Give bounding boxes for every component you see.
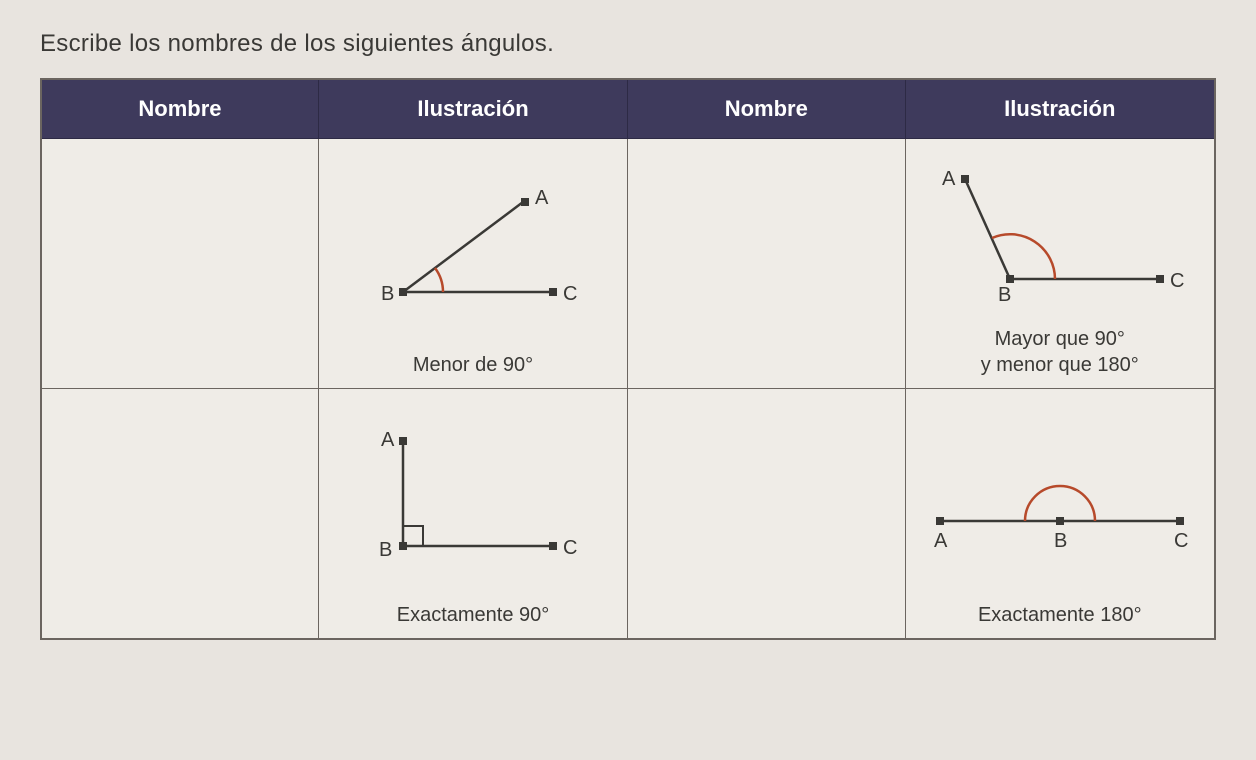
caption-obtuse: Mayor que 90° y menor que 180°	[981, 326, 1139, 378]
angles-table: Nombre Ilustración Nombre Ilustración	[40, 78, 1216, 640]
illus-cell-right: A B C Exactamente 90°	[318, 389, 627, 639]
point-label-A: A	[934, 530, 948, 552]
instruction-text: Escribe los nombres de los siguientes án…	[40, 30, 1216, 58]
caption-right: Exactamente 90°	[397, 602, 550, 628]
point-label-B: B	[379, 539, 392, 561]
table-row: A B C Exactamente 90°	[41, 389, 1215, 639]
table-row: A B C Menor de 90°	[41, 139, 1215, 389]
caption-acute: Menor de 90°	[413, 352, 533, 378]
right-angle-diagram: A B C	[363, 416, 583, 576]
point-label-C: C	[1174, 530, 1188, 552]
header-illus-1: Ilustración	[318, 79, 627, 139]
illus-cell-acute: A B C Menor de 90°	[318, 139, 627, 389]
name-cell-obtuse[interactable]	[628, 139, 905, 389]
point-label-C: C	[563, 537, 577, 559]
point-label-B: B	[381, 283, 394, 305]
caption-obtuse-line2: y menor que 180°	[981, 354, 1139, 376]
caption-straight: Exactamente 180°	[978, 602, 1142, 628]
illus-cell-obtuse: A B C Mayor que 90° y menor que 180°	[905, 139, 1215, 389]
point-label-C: C	[563, 283, 577, 305]
obtuse-angle-diagram: A B C	[930, 159, 1190, 309]
illus-cell-straight: A B C Exactamente 180°	[905, 389, 1215, 639]
name-cell-straight[interactable]	[628, 389, 905, 639]
header-illus-2: Ilustración	[905, 79, 1215, 139]
header-name-2: Nombre	[628, 79, 905, 139]
point-label-B: B	[998, 284, 1011, 306]
name-cell-acute[interactable]	[41, 139, 318, 389]
point-label-A: A	[942, 168, 956, 190]
header-name-1: Nombre	[41, 79, 318, 139]
point-label-A: A	[535, 187, 549, 209]
straight-angle-diagram: A B C	[920, 421, 1200, 571]
point-label-A: A	[381, 429, 395, 451]
point-label-B: B	[1054, 530, 1067, 552]
point-label-C: C	[1170, 270, 1184, 292]
acute-angle-diagram: A B C	[363, 172, 583, 322]
name-cell-right[interactable]	[41, 389, 318, 639]
caption-obtuse-line1: Mayor que 90°	[995, 328, 1125, 350]
